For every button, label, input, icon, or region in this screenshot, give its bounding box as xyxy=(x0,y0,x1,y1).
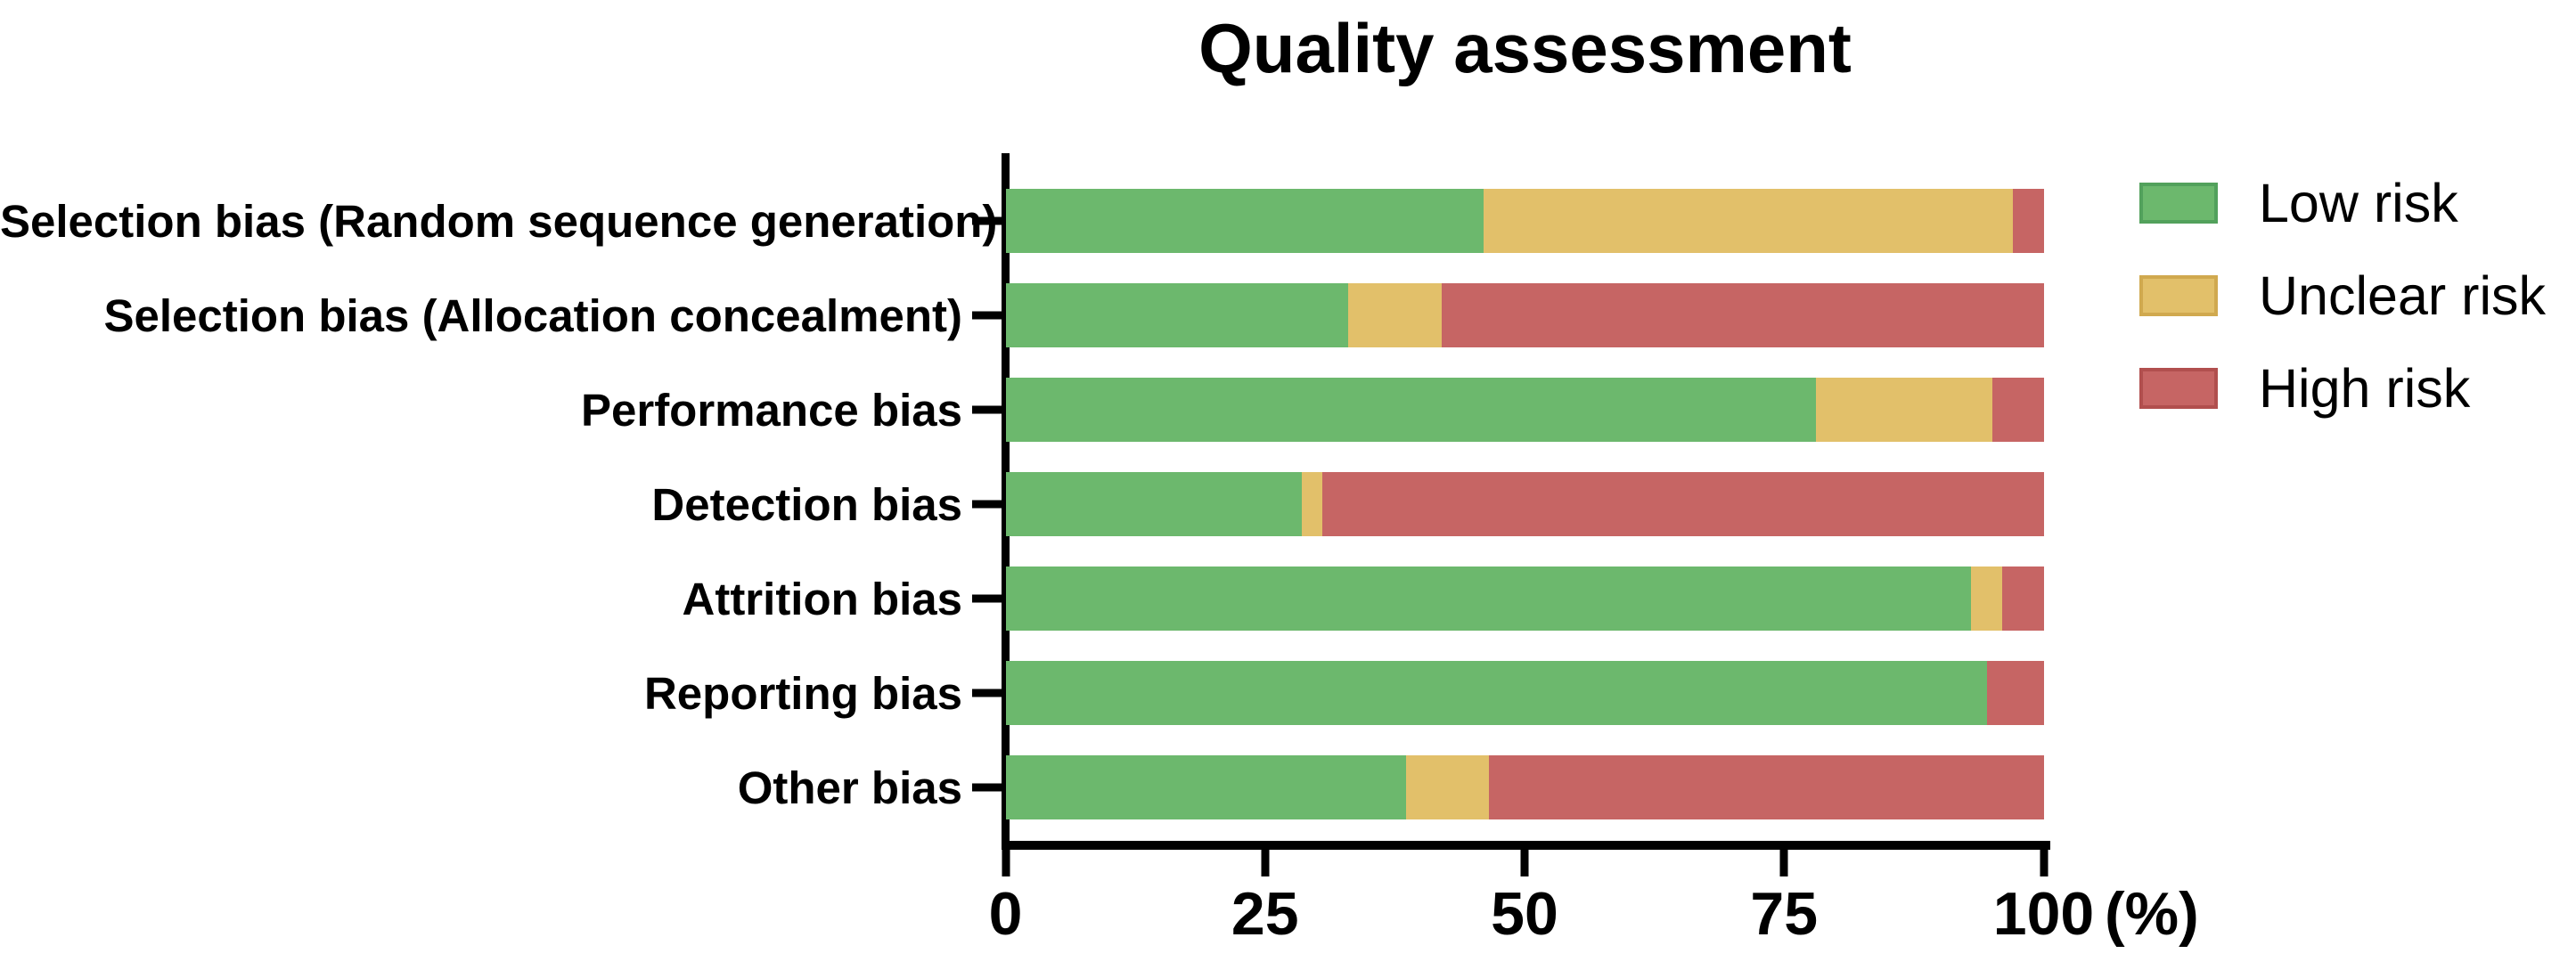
segment-low-risk xyxy=(1006,283,1349,347)
segment-high-risk xyxy=(2013,189,2044,253)
x-axis-tick-label: 25 xyxy=(1231,880,1299,948)
category-label: Reporting bias xyxy=(643,667,962,719)
legend: Low risk Unclear risk High risk xyxy=(2139,175,2546,461)
bar-row: Selection bias (Random sequence generati… xyxy=(0,189,2044,253)
legend-item: Unclear risk xyxy=(2139,268,2546,322)
stacked-bar xyxy=(1006,755,2044,819)
segment-low-risk xyxy=(1006,755,1406,819)
segment-high-risk xyxy=(1488,755,2044,819)
segment-low-risk xyxy=(1006,567,1972,631)
segment-unclear-risk xyxy=(1483,189,2014,253)
bar-row: Other bias xyxy=(0,755,2044,819)
stacked-bar xyxy=(1006,189,2044,253)
x-axis-tick xyxy=(1002,849,1010,876)
segment-unclear-risk xyxy=(1405,755,1489,819)
x-axis-tick xyxy=(1520,849,1529,876)
x-axis-line xyxy=(1002,841,2050,850)
bar-row: Attrition bias xyxy=(0,567,2044,631)
segment-unclear-risk xyxy=(1971,567,2003,631)
segment-high-risk xyxy=(1986,661,2044,725)
category-label: Detection bias xyxy=(651,478,962,530)
category-tick-box xyxy=(962,283,1006,347)
segment-low-risk xyxy=(1006,472,1303,536)
category-tick xyxy=(972,311,1006,320)
segment-low-risk xyxy=(1006,661,1987,725)
category-label: Other bias xyxy=(737,762,962,813)
x-axis-tick xyxy=(1261,849,1270,876)
category-tick-box xyxy=(962,378,1006,442)
legend-label: Unclear risk xyxy=(2259,265,2547,326)
bar-row: Detection bias xyxy=(0,472,2044,536)
x-axis-tick xyxy=(1779,849,1788,876)
stacked-bar xyxy=(1006,567,2044,631)
segment-low-risk xyxy=(1006,189,1484,253)
segment-unclear-risk xyxy=(1348,283,1443,347)
stacked-bar xyxy=(1006,472,2044,536)
legend-label: High risk xyxy=(2259,357,2471,419)
category-tick xyxy=(972,405,1006,414)
category-tick-box xyxy=(962,661,1006,725)
bar-row: Selection bias (Allocation concealment) xyxy=(0,283,2044,347)
category-label: Performance bias xyxy=(580,384,962,436)
x-axis-tick-label: 50 xyxy=(1491,880,1558,948)
category-tick xyxy=(972,594,1006,603)
category-tick xyxy=(972,689,1006,697)
legend-item: High risk xyxy=(2139,361,2546,415)
legend-item: Low risk xyxy=(2139,175,2546,230)
category-tick xyxy=(972,783,1006,792)
category-tick-box xyxy=(962,472,1006,536)
category-tick-box xyxy=(962,755,1006,819)
bar-row: Performance bias xyxy=(0,378,2044,442)
stacked-bar xyxy=(1006,661,2044,725)
legend-swatch xyxy=(2139,368,2218,409)
x-axis-tick-label: 100 xyxy=(1992,880,2095,948)
category-tick-box xyxy=(962,189,1006,253)
bar-row: Reporting bias xyxy=(0,661,2044,725)
segment-unclear-risk xyxy=(1302,472,1323,536)
stacked-bar xyxy=(1006,283,2044,347)
segment-unclear-risk xyxy=(1815,378,1992,442)
x-axis-tick-label: 75 xyxy=(1750,880,1819,948)
category-tick-box xyxy=(962,567,1006,631)
legend-swatch xyxy=(2139,275,2218,316)
legend-label: Low risk xyxy=(2259,172,2458,233)
x-axis-tick xyxy=(2040,849,2048,876)
category-label: Attrition bias xyxy=(682,573,963,624)
stacked-bar xyxy=(1006,378,2044,442)
segment-high-risk xyxy=(1442,283,2044,347)
chart-title: Quality assessment xyxy=(1198,9,1852,87)
x-axis-tick-label: 0 xyxy=(988,880,1023,948)
category-label: Selection bias (Allocation concealment) xyxy=(103,289,962,341)
segment-high-risk xyxy=(2002,567,2044,631)
category-label: Selection bias (Random sequence generati… xyxy=(0,195,998,247)
segment-high-risk xyxy=(1991,378,2044,442)
category-tick xyxy=(972,216,1006,225)
segment-low-risk xyxy=(1006,378,1816,442)
category-tick xyxy=(972,500,1006,509)
x-axis-unit-label: (%) xyxy=(2105,880,2199,948)
legend-swatch xyxy=(2139,183,2218,224)
segment-high-risk xyxy=(1322,472,2044,536)
